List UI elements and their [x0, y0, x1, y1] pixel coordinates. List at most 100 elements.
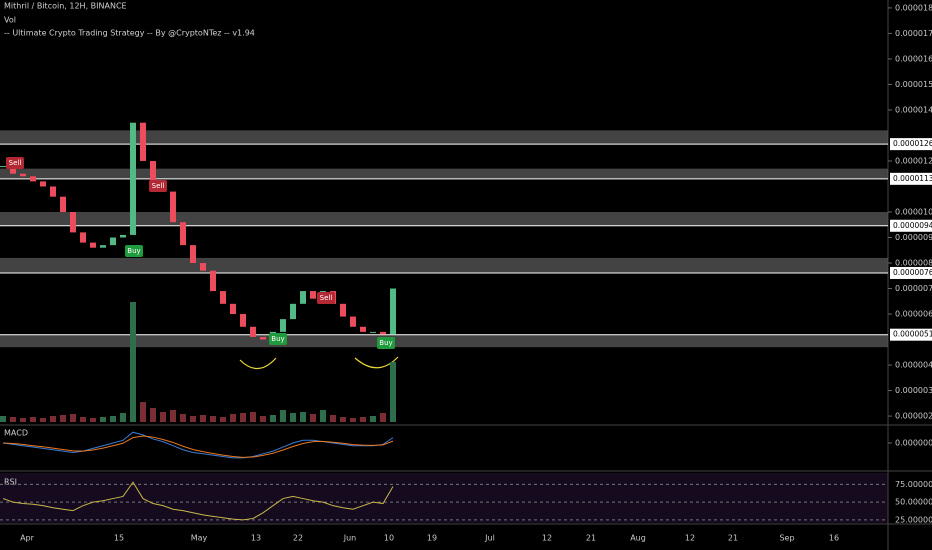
candle — [230, 303, 236, 315]
signal-tag — [317, 292, 335, 304]
level-tag — [890, 328, 932, 341]
x-tick-label: 22 — [293, 534, 303, 543]
volume-bar — [100, 417, 106, 422]
signal-label: Sell — [9, 159, 22, 167]
volume-bar — [0, 416, 6, 422]
x-tick-label: 10 — [384, 534, 394, 543]
volume-bar — [130, 302, 136, 422]
volume-bar — [70, 414, 76, 422]
candle — [190, 245, 196, 264]
volume-bar — [200, 415, 206, 422]
x-tick-label: Sep — [779, 534, 794, 543]
y-tick-label: 0.00000400 — [895, 361, 932, 370]
x-tick-label: Jun — [343, 534, 357, 543]
signal-tag — [6, 157, 24, 169]
y-tick-label: 0.00000800 — [895, 259, 932, 268]
volume-bar — [170, 410, 176, 422]
y-tick-label: 0.00001000 — [895, 207, 932, 216]
volume-bar — [160, 412, 166, 422]
volume-bar — [120, 413, 126, 422]
candle — [30, 176, 36, 182]
volume-bar — [150, 408, 156, 422]
x-tick-label: 21 — [586, 534, 596, 543]
volume-bar — [220, 417, 226, 422]
candle — [0, 166, 6, 168]
y-tick-label: 0.00000600 — [895, 310, 932, 319]
level-label: 0.00001266 — [893, 139, 932, 148]
volume-bar — [330, 415, 336, 422]
volume-bar — [10, 417, 16, 422]
volume-bar — [60, 415, 66, 422]
x-tick-label: 12 — [685, 534, 695, 543]
y-tick-label: 0.00000300 — [895, 386, 932, 395]
volume-bar — [30, 417, 36, 422]
volume-bar — [370, 416, 376, 422]
candle — [60, 196, 66, 212]
volume-bar — [90, 418, 96, 422]
volume-bar — [50, 416, 56, 422]
candle — [380, 331, 386, 335]
candle — [280, 319, 286, 332]
candle — [300, 291, 306, 304]
y-tick-label: 0.00001700 — [895, 29, 932, 38]
level-band — [0, 130, 888, 145]
volume-bar — [300, 412, 306, 422]
y-tick-label: 0.00001400 — [895, 105, 932, 114]
y-tick-label: 0.00001500 — [895, 80, 932, 89]
rsi-label: RSI — [4, 478, 17, 487]
candle — [40, 181, 46, 187]
annotation-curve — [354, 356, 399, 369]
macd-label: MACD — [4, 429, 28, 438]
annotation-curve — [239, 357, 277, 370]
y-tick-label: 0.00001200 — [895, 156, 932, 165]
volume-bar — [270, 415, 276, 422]
level-label: 0.00000519 — [893, 330, 932, 339]
level-label: 0.00000761 — [893, 268, 932, 277]
volume-bar — [20, 418, 26, 422]
candle — [140, 122, 146, 161]
candle — [100, 245, 106, 248]
signal-tag — [377, 337, 395, 349]
candle — [360, 326, 366, 332]
signal-tag — [269, 333, 287, 345]
candle — [370, 331, 376, 333]
macd-tick-label: 0.00000000 — [895, 439, 932, 448]
candle — [350, 316, 356, 327]
volume-bar — [360, 417, 366, 422]
y-tick-label: 0.00001800 — [895, 3, 932, 12]
candle — [200, 263, 206, 271]
volume-bar — [340, 417, 346, 422]
rsi-tick-label: 50.00000 — [895, 498, 932, 507]
volume-label: Vol — [4, 16, 16, 25]
volume-bar — [350, 418, 356, 422]
signal-label: Buy — [271, 335, 284, 343]
volume-bar — [290, 413, 296, 422]
candle — [220, 291, 226, 304]
volume-bar — [260, 416, 266, 422]
level-tag — [890, 138, 932, 151]
rsi-tick-label: 25.00000 — [895, 515, 932, 524]
volume-bar — [320, 410, 326, 422]
volume-bar — [210, 416, 216, 422]
candle — [240, 314, 246, 327]
symbol-title: Mithril / Bitcoin, 12H, BINANCE — [4, 2, 127, 11]
y-tick-label: 0.00000200 — [895, 412, 932, 421]
volume-bar — [250, 412, 256, 422]
x-tick-label: Apr — [20, 534, 35, 543]
volume-bar — [80, 417, 86, 422]
candle — [260, 336, 266, 340]
signal-label: Sell — [320, 294, 333, 302]
volume-bar — [310, 414, 316, 422]
level-label: 0.00000946 — [893, 221, 932, 230]
volume-bar — [280, 410, 286, 422]
level-band — [0, 168, 888, 179]
x-tick-label: 12 — [542, 534, 552, 543]
volume-bar — [190, 416, 196, 422]
candle — [290, 303, 296, 320]
candle — [130, 122, 136, 235]
volume-bar — [230, 414, 236, 422]
candle — [70, 211, 76, 233]
y-tick-label: 0.00001600 — [895, 54, 932, 63]
